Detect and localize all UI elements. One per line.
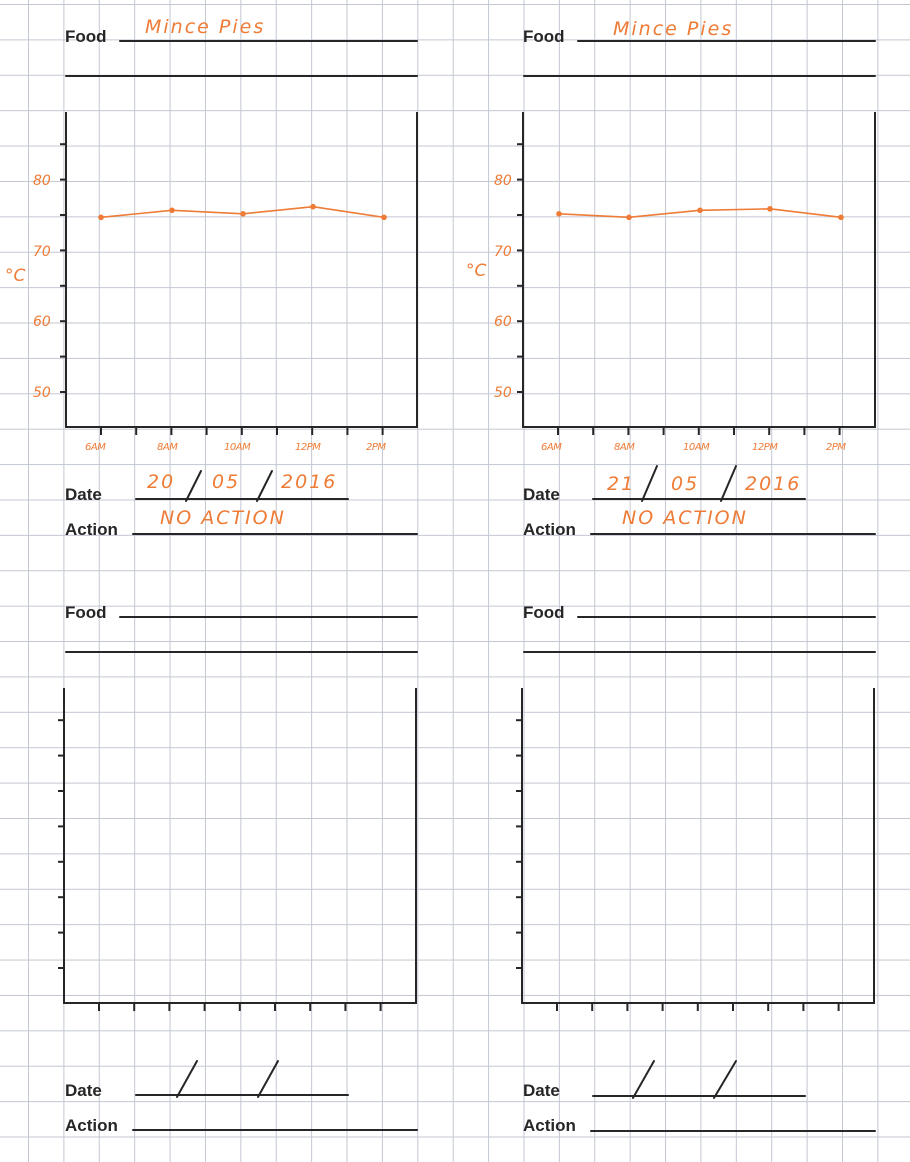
date-separator: [256, 470, 273, 502]
x-tick-label: 2PM: [366, 442, 386, 453]
date-label: Date: [523, 1081, 560, 1100]
date-label: Date: [65, 485, 102, 504]
x-tick-label: 10AM: [224, 442, 251, 453]
date-month[interactable]: 05: [212, 471, 241, 493]
date-separator: [185, 470, 202, 502]
x-tick-label: 6AM: [541, 442, 562, 453]
chart-frame: [65, 112, 418, 428]
chart-frame: [63, 688, 417, 1004]
y-tick-label: 70: [33, 244, 51, 260]
temperature-point: [98, 214, 104, 221]
x-tick-label: 8AM: [614, 442, 635, 453]
y-tick-label: 80: [494, 173, 512, 189]
temperature-point: [240, 211, 246, 217]
date-label: Date: [523, 485, 560, 504]
date-year[interactable]: 2016: [281, 471, 338, 493]
temperature-point: [697, 207, 703, 214]
chart-frame: [522, 112, 876, 428]
x-tick-label: 12PM: [295, 442, 321, 453]
date-separator: [176, 1060, 198, 1098]
y-tick-label: 80: [33, 173, 51, 189]
chart-frame: [521, 688, 875, 1004]
date-month[interactable]: 05: [671, 473, 700, 495]
y-tick-label: 50: [494, 385, 512, 401]
action-value[interactable]: NO ACTION: [622, 507, 748, 529]
y-tick-label: 50: [33, 385, 51, 401]
date-separator: [257, 1060, 279, 1098]
temperature-point: [310, 203, 316, 210]
action-label: Action: [65, 1116, 118, 1135]
y-axis-label: °C: [466, 261, 487, 281]
food-label: Food: [65, 27, 107, 46]
action-value[interactable]: NO ACTION: [160, 507, 286, 529]
date-separator: [720, 465, 737, 502]
food-label: Food: [523, 27, 565, 46]
temperature-point: [169, 207, 175, 214]
food-value[interactable]: Mince Pies: [145, 16, 266, 38]
x-tick-label: 10AM: [683, 442, 710, 453]
temperature-point: [381, 214, 387, 221]
x-tick-label: 8AM: [157, 442, 178, 453]
temperature-point: [626, 214, 632, 221]
x-tick-label: 2PM: [826, 442, 846, 453]
date-separator: [641, 465, 658, 502]
y-tick-label: 60: [494, 314, 512, 330]
action-label: Action: [65, 520, 118, 539]
temperature-point: [767, 206, 773, 212]
temperature-point: [838, 214, 844, 221]
y-tick-label: 70: [494, 244, 512, 260]
x-tick-label: 12PM: [752, 442, 778, 453]
x-tick-label: 6AM: [85, 442, 106, 453]
date-separator: [632, 1060, 655, 1099]
y-axis-label: °C: [5, 266, 26, 286]
date-day[interactable]: 20: [147, 471, 176, 493]
action-label: Action: [523, 1116, 576, 1135]
date-separator: [713, 1060, 737, 1099]
date-label: Date: [65, 1081, 102, 1100]
food-value[interactable]: Mince Pies: [613, 18, 734, 40]
y-tick-label: 60: [33, 314, 51, 330]
action-label: Action: [523, 520, 576, 539]
date-year[interactable]: 2016: [745, 473, 802, 495]
food-label: Food: [523, 603, 565, 622]
temperature-point: [556, 211, 562, 217]
date-day[interactable]: 21: [607, 473, 636, 495]
food-label: Food: [65, 603, 107, 622]
